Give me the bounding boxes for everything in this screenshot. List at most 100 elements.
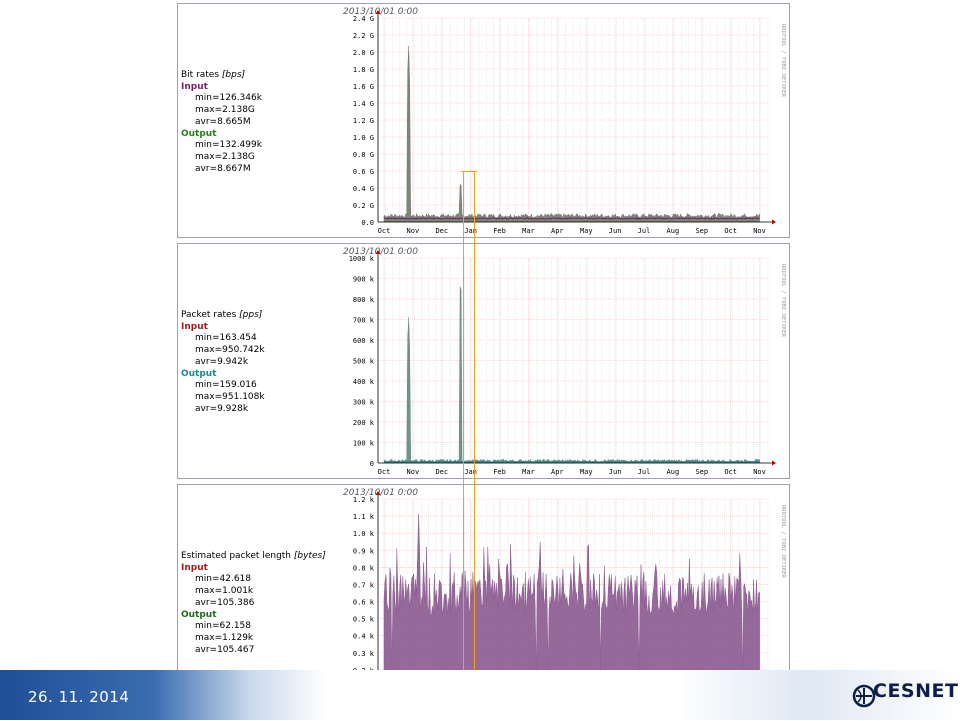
legend-input-min: min=42.618 [195, 574, 252, 585]
legend-input-avr: avr=105.386 [195, 597, 255, 608]
x-tick-label: Jun [609, 468, 622, 476]
x-tick-label: Oct [378, 468, 391, 476]
y-tick-label: 500 k [353, 358, 375, 366]
x-tick-label: Mar [522, 468, 535, 476]
y-tick-label: 1.4 G [353, 100, 374, 108]
y-tick-label: 1.2 G [353, 117, 374, 125]
y-tick-label: 0.4 k [353, 633, 375, 641]
x-tick-label: Jun [609, 227, 622, 235]
packet-rates-panel: 2013/10/01 0:00 RRDTOOL / TOBI OETIKER 0 10… [177, 243, 790, 479]
legend-input-max: max=1.001k [195, 586, 254, 597]
y-tick-label: 1.2 k [353, 496, 375, 504]
legend-output-min: min=132.499k [195, 140, 262, 151]
chart-watermark: RRDTOOL / TOBI OETIKER [780, 264, 786, 338]
y-tick-label: 0.8 G [353, 151, 374, 159]
highlight-region [463, 171, 475, 716]
x-tick-label: May [580, 227, 593, 235]
y-tick-label: 600 k [353, 337, 375, 345]
y-tick-label: 0.9 k [353, 547, 375, 555]
x-tick-label: Nov [753, 227, 766, 235]
y-axis-arrow [375, 250, 381, 254]
chart-timestamp: 2013/10/01 0:00 [343, 247, 418, 257]
legend-output-avr: avr=105.467 [195, 644, 255, 655]
legend-input-min: min=163.454 [195, 333, 257, 344]
y-tick-label: 0.8 k [353, 564, 375, 572]
x-tick-label: Nov [407, 227, 420, 235]
chart-watermark: RRDTOOL / TOBI OETIKER [780, 24, 786, 98]
x-tick-label: Aug [667, 468, 680, 476]
x-tick-label: Dec [435, 468, 448, 476]
y-tick-label: 1.0 k [353, 530, 375, 538]
y-tick-label: 400 k [353, 378, 375, 386]
y-tick-label: 2.2 G [353, 32, 374, 40]
legend-input-avr: avr=8.665M [195, 116, 251, 127]
legend-input-label: Input [181, 321, 208, 332]
y-axis-arrow [375, 10, 381, 14]
y-tick-label: 1000 k [349, 255, 375, 263]
y-tick-label: 1.1 k [353, 513, 375, 521]
x-tick-label: Nov [407, 468, 420, 476]
legend-input-label: Input [181, 562, 208, 573]
legend-output-min: min=62.158 [195, 621, 252, 632]
y-tick-label: 1.6 G [353, 83, 374, 91]
x-tick-label: Oct [724, 468, 737, 476]
x-tick-label: Oct [724, 227, 737, 235]
y-axis-arrow [375, 491, 381, 495]
bit-rates-legend: Bit rates [bps] Input min=126.346k max=2… [181, 70, 262, 175]
x-tick-label: Jan [464, 468, 477, 476]
chart-watermark: RRDTOOL / TOBI OETIKER [780, 505, 786, 579]
x-tick-label: Feb [493, 468, 506, 476]
y-tick-label: 0.6 k [353, 599, 375, 607]
legend-output-max: max=2.138G [195, 151, 255, 162]
y-tick-label: 0.5 k [353, 616, 375, 624]
x-tick-label: Oct [378, 227, 391, 235]
series-line [383, 217, 760, 220]
x-tick-label: Aug [667, 227, 680, 235]
x-axis-arrow [772, 219, 776, 225]
x-tick-label: Jul [638, 468, 651, 476]
legend-output-max: max=951.108k [195, 391, 265, 402]
y-tick-label: 200 k [353, 419, 375, 427]
x-tick-label: May [580, 468, 593, 476]
y-tick-label: 700 k [353, 317, 375, 325]
y-tick-label: 900 k [353, 276, 375, 284]
x-tick-label: Nov [753, 468, 766, 476]
legend-unit: [bytes] [293, 551, 326, 561]
y-tick-label: 1.0 G [353, 134, 374, 142]
y-tick-label: 300 k [353, 399, 375, 407]
y-tick-label: 100 k [353, 440, 375, 448]
x-axis-arrow [772, 460, 776, 466]
legend-input-max: max=950.742k [195, 345, 265, 356]
y-tick-label: 0.0 [361, 219, 374, 227]
y-tick-label: 2.4 G [353, 15, 374, 23]
x-tick-label: Mar [522, 227, 535, 235]
x-tick-label: Sep [695, 227, 708, 235]
legend-output-label: Output [181, 368, 217, 379]
y-tick-label: 2.0 G [353, 49, 374, 57]
legend-output-avr: avr=8.667M [195, 163, 251, 174]
y-tick-label: 0.6 G [353, 168, 374, 176]
y-tick-label: 800 k [353, 296, 375, 304]
x-tick-label: Dec [435, 227, 448, 235]
x-tick-label: Apr [551, 227, 564, 235]
legend-output-min: min=159.016 [195, 380, 257, 391]
y-tick-label: 1.8 G [353, 66, 374, 74]
legend-input-label: Input [181, 81, 208, 92]
legend-unit: [bps] [221, 70, 246, 80]
legend-title: Bit rates [181, 70, 220, 80]
series-area [383, 286, 760, 464]
cesnet-logo [852, 684, 876, 708]
bit-rates-panel: 2013/10/01 0:00 RRDTOOL / TOBI OETIKER 0.0… [177, 3, 790, 238]
footer-bar [0, 670, 960, 720]
logo-text: CESNET [873, 680, 959, 702]
x-tick-label: Jan [464, 227, 477, 235]
packet-rates-legend: Packet rates [pps] Input min=163.454 max… [181, 310, 265, 415]
legend-output-max: max=1.129k [195, 632, 254, 643]
legend-output-label: Output [181, 128, 217, 139]
chart-timestamp: 2013/10/01 0:00 [343, 7, 418, 17]
x-tick-label: Apr [551, 468, 564, 476]
legend-input-avr: avr=9.942k [195, 356, 249, 367]
legend-input-max: max=2.138G [195, 105, 255, 116]
footer-date: 26. 11. 2014 [28, 688, 130, 706]
legend-input-min: min=126.346k [195, 93, 262, 104]
